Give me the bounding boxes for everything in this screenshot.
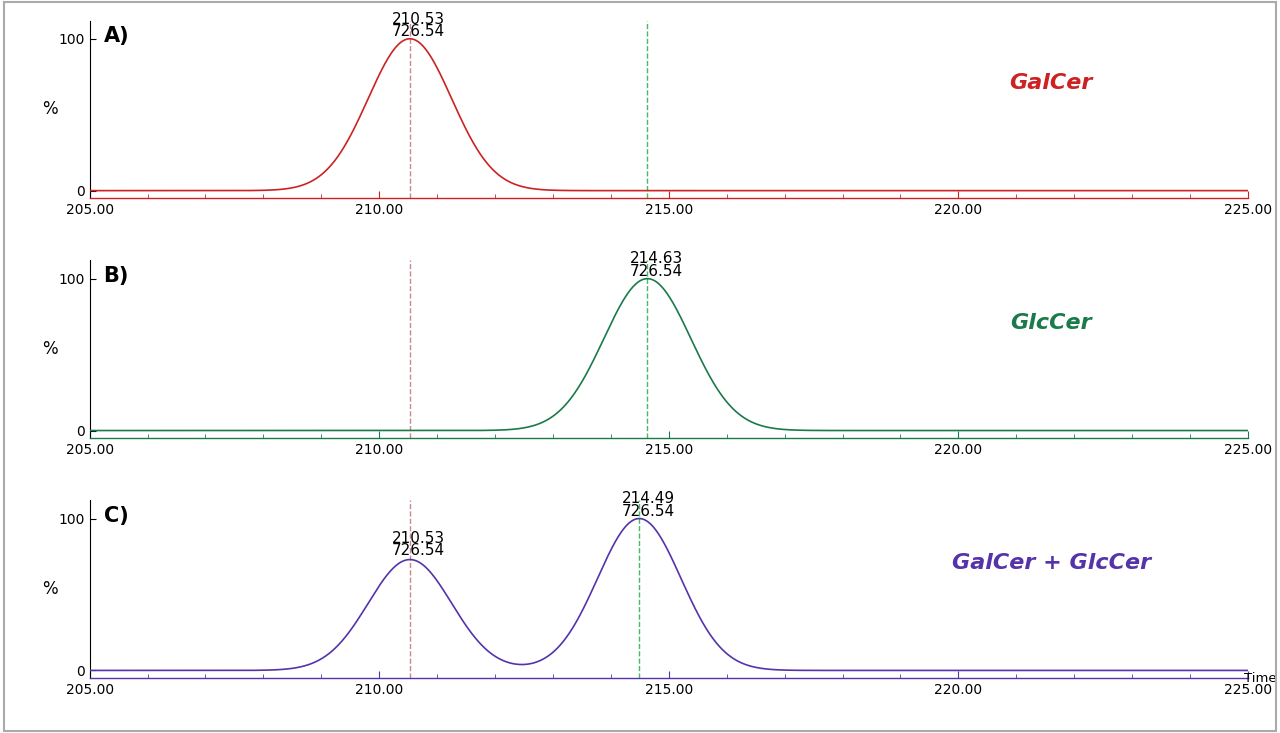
Text: Time: Time	[1244, 671, 1277, 685]
Text: GlcCer: GlcCer	[1010, 312, 1092, 333]
Text: 210.53: 210.53	[392, 531, 445, 546]
Text: B): B)	[104, 266, 129, 286]
Text: 726.54: 726.54	[392, 23, 445, 39]
Text: 214.49: 214.49	[621, 491, 675, 507]
Y-axis label: %: %	[42, 581, 58, 598]
Text: GalCer: GalCer	[1010, 73, 1093, 92]
Text: 210.53: 210.53	[392, 12, 445, 26]
Text: 214.63: 214.63	[630, 251, 682, 267]
Y-axis label: %: %	[42, 100, 58, 118]
Text: GalCer + GlcCer: GalCer + GlcCer	[951, 553, 1151, 572]
Text: A): A)	[104, 26, 129, 46]
Y-axis label: %: %	[42, 340, 58, 358]
Text: 726.54: 726.54	[621, 504, 675, 518]
Text: 726.54: 726.54	[392, 543, 445, 558]
Text: 726.54: 726.54	[630, 264, 682, 279]
Text: C): C)	[104, 506, 128, 526]
